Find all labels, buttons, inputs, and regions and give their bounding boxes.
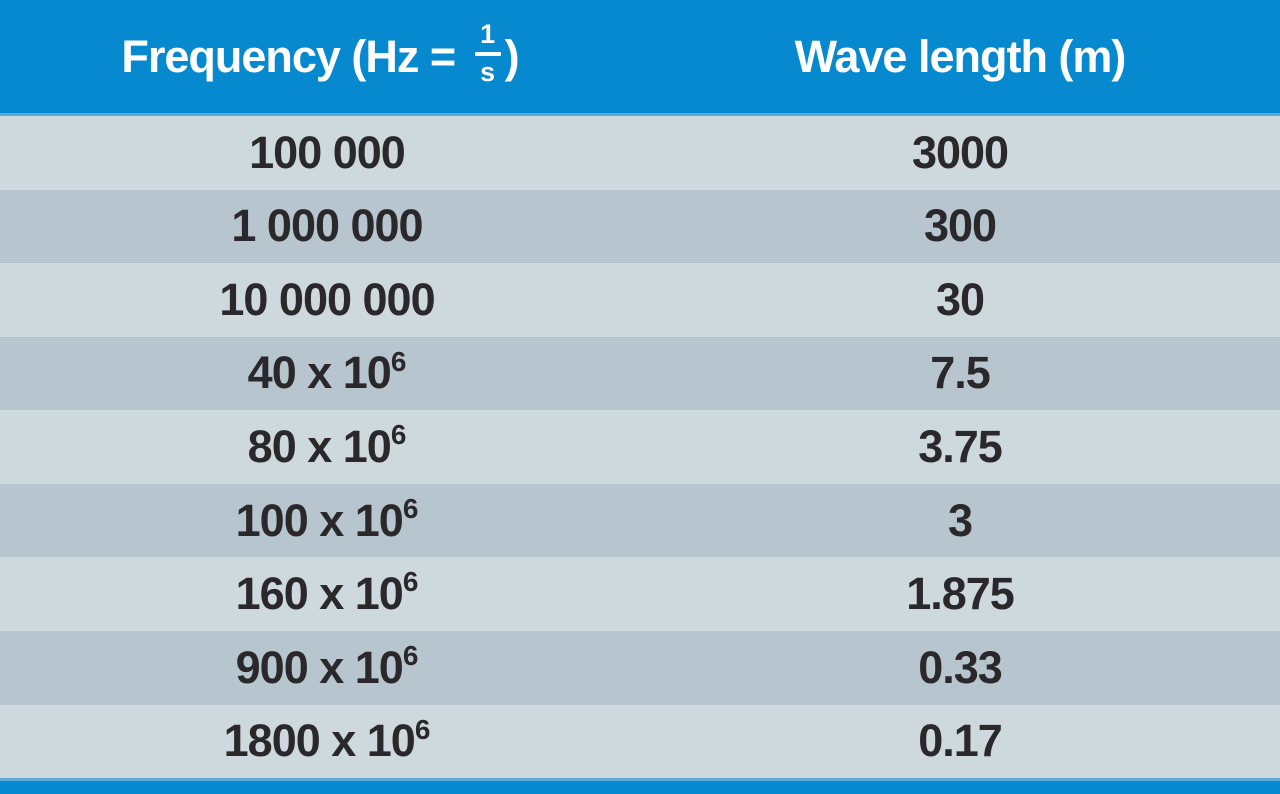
frequency-value: 1800 x 10 [223, 715, 416, 767]
wavelength-cell: 0.33 [918, 641, 1003, 693]
wavelength-cell: 30 [935, 273, 985, 325]
frequency-cell: 900 x 10 6 [235, 640, 419, 693]
frequency-cell: 160 x 10 6 [235, 566, 419, 620]
table-row: 40 x 10 6 7.5 [0, 336, 1280, 411]
frequency-value: 900 x 10 [235, 641, 404, 693]
table-row: 1 000 000 300 [0, 189, 1280, 264]
table-row: 80 x 10 6 3.75 [0, 410, 1280, 484]
table-row: 100 000 3000 [0, 116, 1280, 190]
bottom-accent-bar [0, 778, 1280, 794]
frequency-cell: 1800 x 10 6 [223, 713, 431, 767]
frequency-cell: 100 000 [0, 116, 640, 190]
table-row: 900 x 10 6 0.33 [0, 630, 1280, 705]
frequency-value: 100 x 10 [235, 494, 404, 546]
frequency-cell: 40 x 10 6 [247, 345, 407, 399]
frequency-header-suffix: ) [504, 30, 520, 82]
frequency-cell: 80 x 10 6 [247, 419, 407, 473]
frequency-cell: 1 000 000 [0, 190, 640, 264]
frequency-value: 80 x 10 [247, 421, 392, 473]
wavelength-cell: 300 [923, 200, 997, 252]
table-row: 1800 x 10 6 0.17 [0, 704, 1280, 779]
table-row: 10 000 000 30 [0, 263, 1280, 337]
frequency-value: 100 000 [249, 126, 406, 178]
table-row: 100 x 10 6 3 [0, 483, 1280, 558]
wavelength-cell: 3 [947, 494, 973, 546]
frequency-header-prefix: Frequency (Hz = [121, 30, 467, 82]
table-row: 160 x 10 6 1.875 [0, 557, 1280, 631]
wavelength-cell: 3000 [911, 126, 1009, 178]
column-header-wavelength: Wave length (m) [794, 30, 1127, 82]
frequency-cell: 10 000 000 [0, 263, 640, 337]
frequency-cell: 100 x 10 6 [235, 492, 419, 546]
frequency-value: 10 000 000 [219, 273, 435, 325]
wavelength-cell: 3.75 [918, 421, 1003, 473]
fraction-bar [474, 52, 501, 56]
column-header-frequency: Frequency (Hz = 1 s ) [0, 0, 640, 113]
wavelength-cell: 1.875 [906, 568, 1015, 620]
table-body: 100 000 3000 1 000 000 300 10 000 000 30… [0, 116, 1280, 779]
wavelength-cell: 7.5 [930, 347, 991, 399]
fraction-denominator: s [480, 57, 496, 87]
frequency-value: 160 x 10 [235, 568, 404, 620]
frequency-value: 40 x 10 [247, 347, 392, 399]
wavelength-cell: 0.17 [918, 715, 1003, 767]
frequency-value: 1 000 000 [231, 200, 423, 252]
fraction-one-over-s: 1 s [474, 19, 501, 87]
fraction-numerator: 1 [480, 19, 496, 49]
table-header-row: Frequency (Hz = 1 s ) Wave length (m) [0, 0, 1280, 116]
